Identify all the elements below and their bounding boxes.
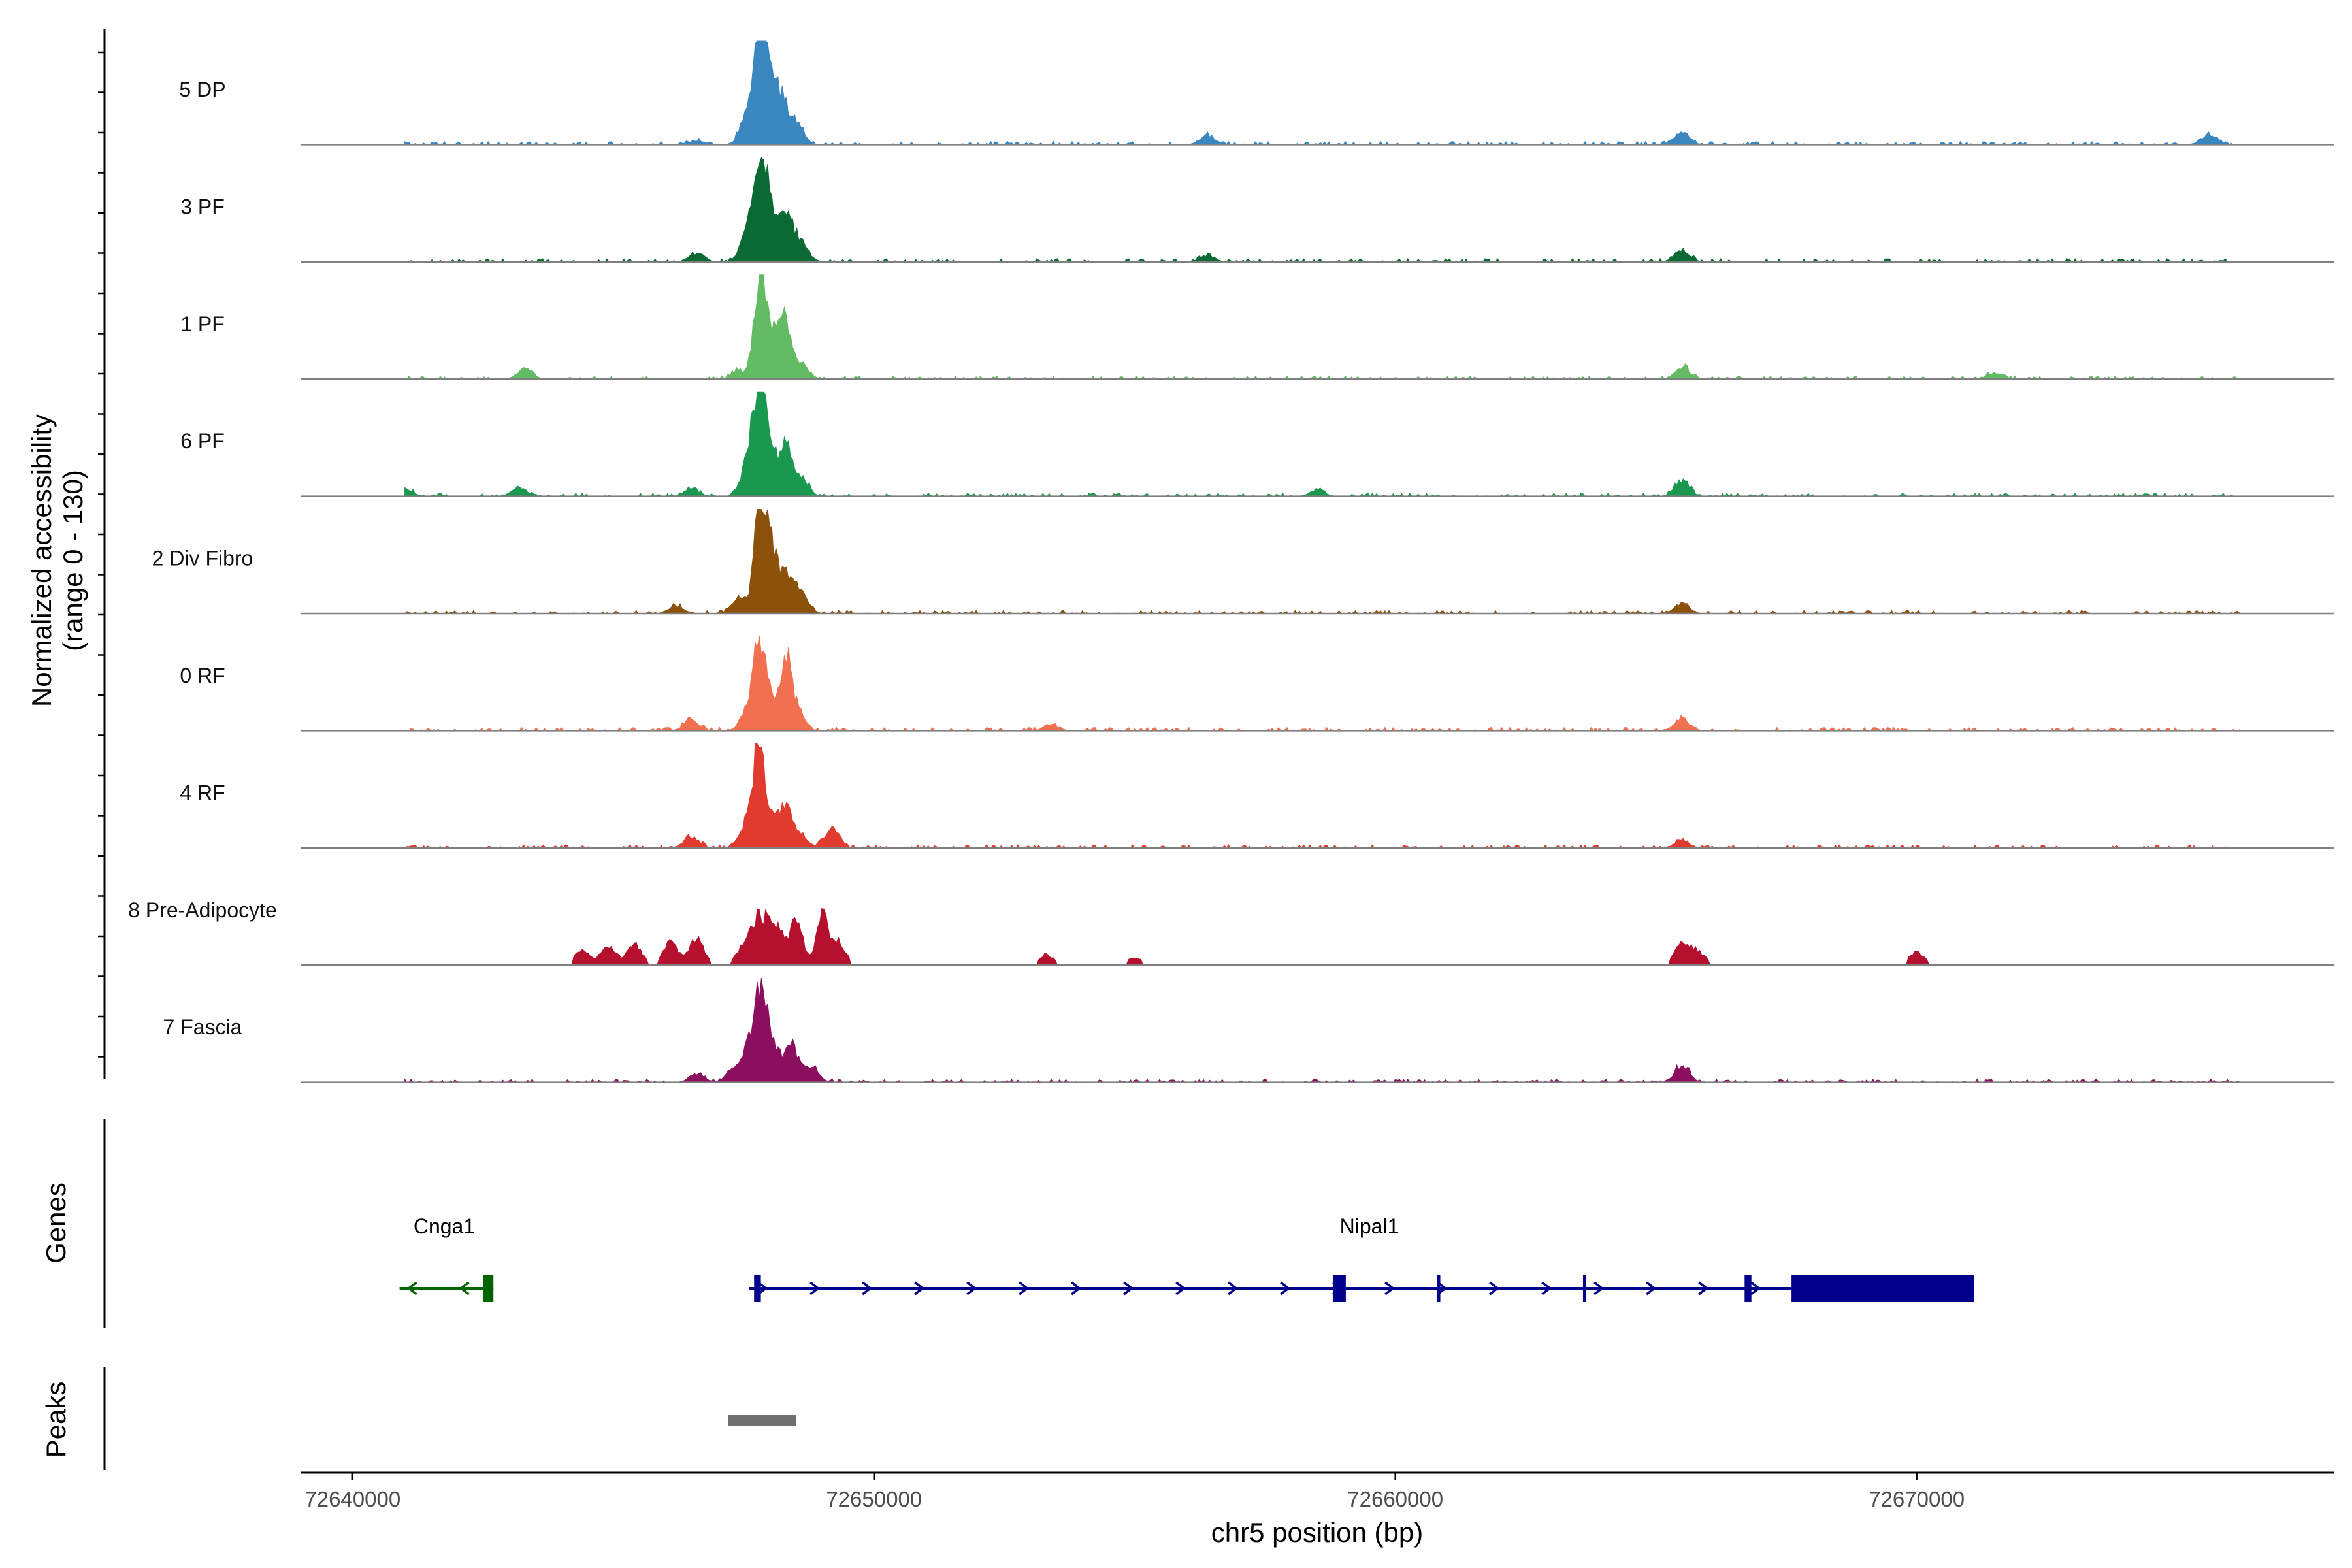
gene-model: Cnga1 <box>399 1215 494 1302</box>
coverage-area <box>404 274 2240 380</box>
strand-arrow <box>1698 1281 1709 1296</box>
gene-annotations: Cnga1 Nipal1 <box>399 1215 1974 1302</box>
coverage-area <box>404 635 2240 732</box>
x-axis-ticks: 72640000 72650000 72660000 72670000 <box>304 1473 1965 1511</box>
coverage-tracks: 5 DP 3 PF 1 PF 6 PF 2 Div Fibro 0 RF 4 RF 8 Pre… <box>128 40 2334 1083</box>
strand-arrow <box>914 1281 925 1296</box>
strand-arrow <box>1646 1281 1657 1296</box>
strand-arrow <box>809 1281 821 1296</box>
coverage-track: 3 PF <box>180 157 2334 263</box>
strand-arrow <box>459 1281 470 1296</box>
strand-arrow <box>1541 1281 1552 1296</box>
strand-arrow <box>1175 1281 1186 1296</box>
track-label: 6 PF <box>180 429 225 453</box>
gene-exon <box>1582 1275 1586 1302</box>
gene-label: Cnga1 <box>414 1215 475 1238</box>
gene-model: Nipal1 <box>749 1215 1974 1302</box>
strand-arrow <box>1750 1281 1761 1296</box>
x-axis-title: chr5 position (bp) <box>1211 1517 1424 1548</box>
coverage-track: 5 DP <box>179 40 2334 146</box>
x-tick-label: 72640000 <box>304 1487 400 1511</box>
gene-label: Nipal1 <box>1340 1215 1399 1238</box>
coverage-track: 0 RF <box>180 635 2334 732</box>
coverage-area <box>404 40 2240 146</box>
strand-arrow <box>1593 1281 1605 1296</box>
coverage-area <box>404 509 2241 614</box>
coverage-track: 2 Div Fibro <box>152 509 2334 615</box>
coverage-ylabel: Normalized accessibility <box>26 414 57 707</box>
track-label: 8 Pre-Adipocyte <box>128 898 277 922</box>
strand-arrow <box>1123 1281 1134 1296</box>
gene-exon <box>1332 1275 1346 1302</box>
coverage-y-ticks <box>98 51 105 1058</box>
coverage-area <box>404 907 2240 966</box>
peak-regions <box>728 1415 796 1426</box>
strand-arrow <box>1019 1281 1030 1296</box>
track-label: 1 PF <box>180 312 225 336</box>
strand-arrow <box>1280 1281 1291 1296</box>
x-tick-label: 72660000 <box>1347 1487 1443 1511</box>
gene-exon <box>754 1275 761 1302</box>
strand-arrow <box>1384 1281 1396 1296</box>
coverage-track: 7 Fascia <box>163 978 2334 1083</box>
coverage-track: 1 PF <box>180 274 2334 380</box>
coverage-ylabel-range: (range 0 - 130) <box>57 470 88 651</box>
track-label: 2 Div Fibro <box>152 547 253 570</box>
track-label: 0 RF <box>180 664 225 687</box>
coverage-area <box>404 978 2240 1083</box>
coverage-track: 8 Pre-Adipocyte <box>128 898 2334 966</box>
track-label: 3 PF <box>180 195 225 218</box>
gene-exon <box>1437 1275 1441 1302</box>
genes-panel-label: Genes <box>41 1183 71 1264</box>
track-label: 4 RF <box>180 781 225 804</box>
gene-exon <box>1791 1275 1974 1302</box>
gene-exon <box>483 1275 494 1302</box>
x-tick-label: 72670000 <box>1869 1487 1965 1511</box>
x-tick-label: 72650000 <box>826 1487 922 1511</box>
strand-arrow <box>406 1281 417 1296</box>
coverage-area <box>404 157 2240 263</box>
coverage-track: 4 RF <box>180 743 2334 849</box>
strand-arrow <box>1071 1281 1082 1296</box>
strand-arrow <box>1228 1281 1239 1296</box>
gene-exon <box>1744 1275 1752 1302</box>
strand-arrow <box>862 1281 873 1296</box>
coverage-area <box>403 743 2240 849</box>
track-label: 7 Fascia <box>163 1015 242 1039</box>
strand-arrow <box>1489 1281 1500 1296</box>
strand-arrow <box>966 1281 977 1296</box>
peak-region-bar <box>728 1415 796 1426</box>
track-label: 5 DP <box>179 78 225 101</box>
peaks-panel-label: Peaks <box>41 1382 71 1458</box>
coverage-track: 6 PF <box>180 391 2334 497</box>
coverage-area <box>404 391 2240 497</box>
